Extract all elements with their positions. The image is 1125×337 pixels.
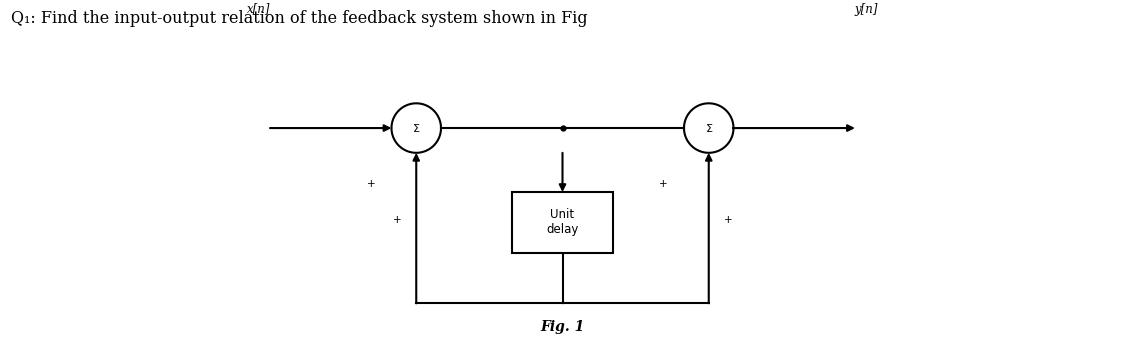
Text: Q₁: Find the input-output relation of the feedback system shown in Fig: Q₁: Find the input-output relation of th… — [11, 10, 588, 27]
Text: x[n]: x[n] — [248, 3, 270, 16]
Text: $\Sigma$: $\Sigma$ — [704, 122, 713, 134]
Text: $\Sigma$: $\Sigma$ — [412, 122, 421, 134]
Text: +: + — [723, 215, 732, 225]
FancyBboxPatch shape — [512, 192, 613, 253]
Text: y[n]: y[n] — [855, 3, 878, 16]
Text: +: + — [659, 179, 668, 189]
Text: Fig. 1: Fig. 1 — [540, 319, 585, 334]
Text: +: + — [367, 179, 376, 189]
Text: Unit
delay: Unit delay — [547, 208, 578, 237]
Text: +: + — [393, 215, 402, 225]
